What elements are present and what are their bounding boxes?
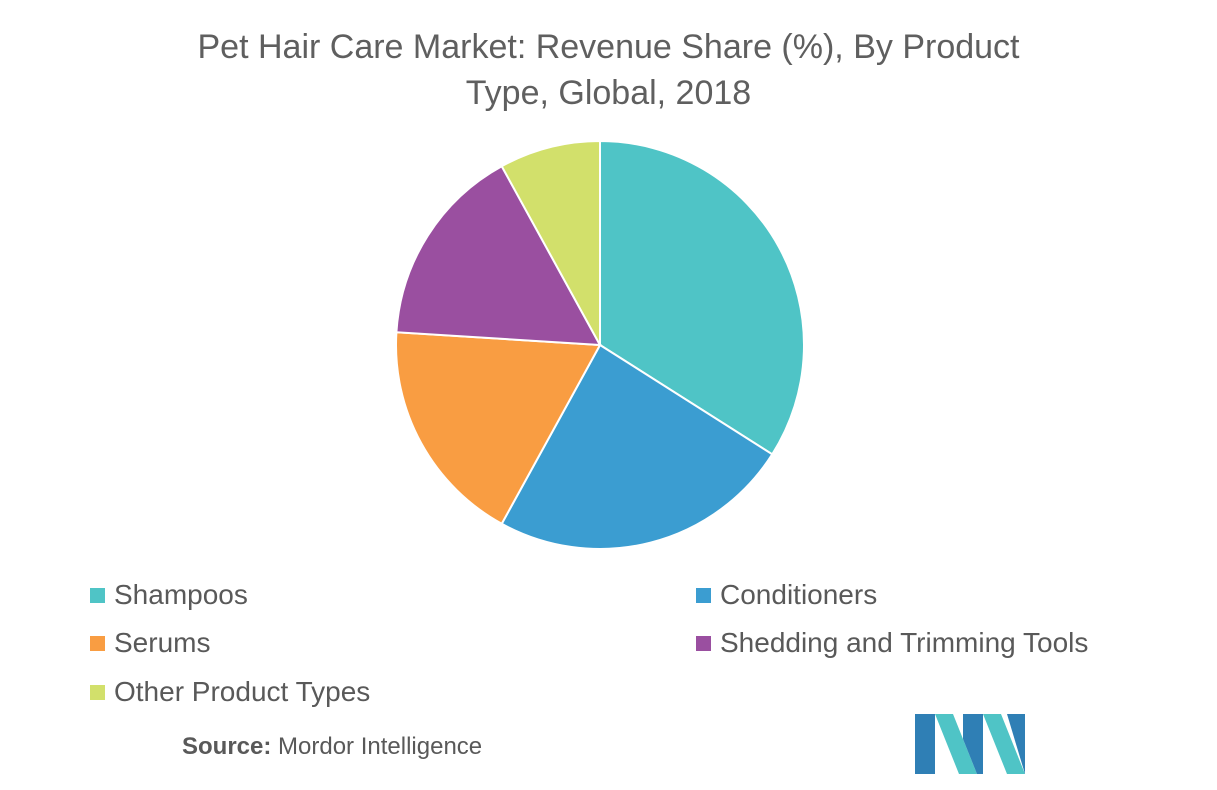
logo-right-bar xyxy=(1007,714,1025,774)
legend-item-serums: Serums xyxy=(90,627,211,658)
legend-swatch-shampoos xyxy=(90,587,105,603)
legend-item-conditioners: Conditioners xyxy=(696,579,878,610)
legend-swatch-other-product-types xyxy=(90,684,105,700)
source-note: Source: Mordor Intelligence xyxy=(182,733,482,761)
chart-title: Pet Hair Care Market: Revenue Share (%),… xyxy=(60,24,1157,116)
chart-title-line-1: Pet Hair Care Market: Revenue Share (%),… xyxy=(197,28,1020,66)
legend-swatch-shedding-and-trimming-tools xyxy=(696,635,711,651)
mordor-intelligence-logo xyxy=(915,714,1025,774)
legend-swatch-serums xyxy=(90,635,105,651)
chart-title-line-2: Type, Global, 2018 xyxy=(465,74,752,112)
legend-label-conditioners: Conditioners xyxy=(720,579,878,610)
legend-item-shampoos: Shampoos xyxy=(90,579,248,610)
logo-right-diagonal xyxy=(983,714,1025,774)
pie-slice-shampoos xyxy=(599,139,805,456)
logo-left-diagonal xyxy=(935,714,977,774)
source-text: Mordor Intelligence xyxy=(278,733,483,760)
pie-slice-other-product-types xyxy=(500,139,601,346)
pie-slice-conditioners xyxy=(500,343,774,550)
legend-item-other-product-types: Other Product Types xyxy=(90,676,371,707)
legend-label-shedding-and-trimming-tools: Shedding and Trimming Tools xyxy=(720,627,1089,658)
legend-label-serums: Serums xyxy=(114,627,211,658)
pie-slice-shedding-and-trimming-tools xyxy=(395,164,602,347)
logo-middle-bar xyxy=(963,714,983,774)
legend-label-other-product-types: Other Product Types xyxy=(114,676,371,707)
legend-swatch-conditioners xyxy=(696,587,711,603)
source-label: Source: xyxy=(182,733,272,760)
legend-label-shampoos: Shampoos xyxy=(114,579,248,610)
logo-left-bar xyxy=(915,714,935,774)
legend-item-shedding-and-trimming-tools: Shedding and Trimming Tools xyxy=(696,627,1089,658)
pie-slice-serums xyxy=(395,331,602,526)
